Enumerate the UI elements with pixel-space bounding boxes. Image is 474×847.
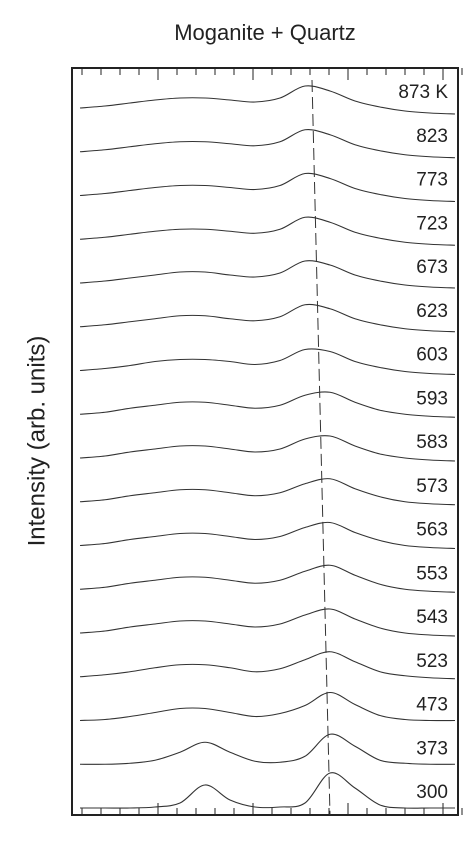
series-label: 593 bbox=[416, 388, 448, 409]
series-label: 543 bbox=[416, 607, 448, 628]
series-label: 583 bbox=[416, 432, 448, 453]
spectrum-line bbox=[79, 216, 456, 246]
series-label: 523 bbox=[416, 651, 448, 672]
spectrum-line bbox=[79, 608, 456, 637]
spectrum-line bbox=[79, 733, 456, 765]
spectrum-line bbox=[79, 564, 456, 593]
chart-title: Moganite + Quartz bbox=[174, 20, 356, 45]
series-label: 673 bbox=[416, 257, 448, 278]
series-label: 473 bbox=[416, 695, 448, 716]
series-label: 873 K bbox=[398, 82, 448, 103]
spectrum-line bbox=[79, 772, 455, 809]
series-label: 773 bbox=[416, 170, 448, 191]
spectrum-line bbox=[79, 521, 456, 550]
y-axis-label: Intensity (arb. units) bbox=[23, 336, 50, 547]
spectrum-line bbox=[79, 303, 456, 333]
spectrum-line bbox=[79, 691, 456, 722]
spectrum-line bbox=[79, 651, 456, 680]
ticks bbox=[81, 68, 463, 815]
series-label: 553 bbox=[416, 563, 448, 584]
spectrum-line bbox=[79, 435, 456, 462]
series-label: 300 bbox=[416, 782, 448, 803]
spectrum-line bbox=[79, 85, 456, 115]
spectrum-line bbox=[79, 391, 456, 418]
spectrum-line bbox=[79, 478, 456, 506]
spectrum-line bbox=[79, 128, 456, 159]
series-label: 623 bbox=[416, 301, 448, 322]
series-label: 573 bbox=[416, 476, 448, 497]
series-label: 723 bbox=[416, 213, 448, 234]
spectrum-line bbox=[79, 172, 456, 203]
spectrum-line bbox=[79, 260, 456, 289]
series-label: 823 bbox=[416, 126, 448, 147]
series-label: 603 bbox=[416, 345, 448, 366]
peak-guide bbox=[311, 79, 331, 816]
series-label: 563 bbox=[416, 520, 448, 541]
plot-frame bbox=[71, 67, 459, 816]
series-label: 373 bbox=[416, 738, 448, 759]
spectrum-line bbox=[79, 348, 456, 376]
